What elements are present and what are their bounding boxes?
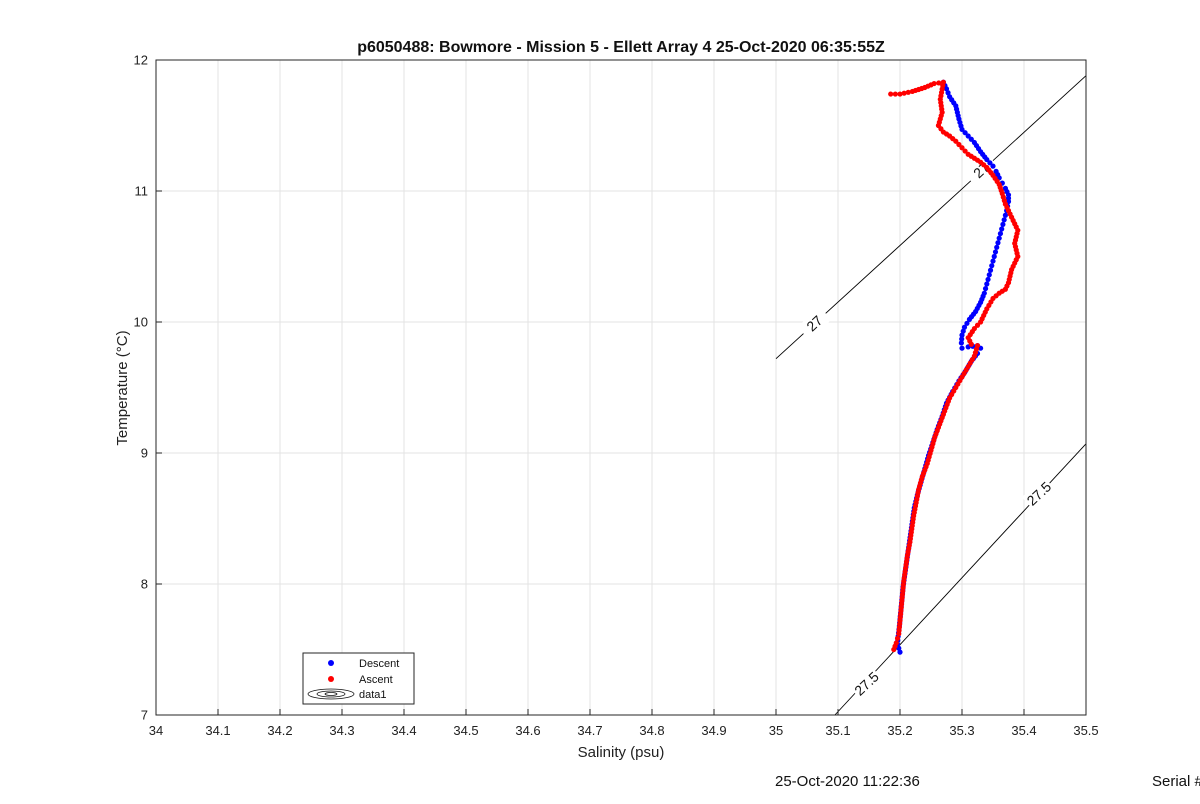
data-point	[978, 319, 984, 325]
data-point	[959, 336, 965, 342]
y-tick-label: 9	[141, 446, 148, 461]
data-point	[990, 163, 996, 169]
data-point	[968, 341, 974, 347]
data-point	[987, 267, 994, 273]
data-point	[995, 240, 1001, 246]
data-point	[892, 91, 898, 97]
footer-serial: Serial #	[1152, 773, 1200, 790]
legend-box	[302, 652, 415, 705]
data-point	[891, 646, 897, 653]
data-point	[974, 322, 981, 328]
legend-ascent-marker	[328, 676, 334, 682]
series-ascent	[888, 79, 1021, 653]
x-tick-label: 34.7	[577, 723, 602, 738]
contour-label-bg	[849, 666, 884, 701]
data-point	[894, 635, 901, 641]
data-point	[897, 649, 903, 655]
x-tick-label: 34.9	[701, 723, 726, 738]
data-point	[960, 328, 966, 334]
data-point	[966, 316, 973, 322]
legend-ascent-label: Ascent	[359, 674, 393, 686]
data-point	[962, 130, 968, 136]
x-tick-label: 34.5	[453, 723, 478, 738]
data-point	[989, 263, 995, 269]
data-point	[991, 253, 997, 260]
y-axis: 7 8 9 10 11 12	[134, 53, 162, 723]
data-point	[965, 133, 971, 139]
y-tick-label: 7	[141, 708, 148, 723]
data-point	[984, 281, 990, 287]
x-tick-label: 35.1	[825, 723, 850, 738]
y-axis-label: Temperature (°C)	[114, 330, 131, 445]
y-tick-label: 11	[135, 184, 149, 199]
x-tick-label: 35.2	[887, 723, 912, 738]
data-point	[956, 141, 962, 148]
x-axis: 34 34.1 34.2 34.3 34.4 34.5 34.6 34.7 34.8 34.9 35…	[149, 709, 1099, 738]
plot-area-border	[155, 59, 1087, 716]
data-point	[996, 235, 1002, 241]
data-point	[896, 631, 902, 637]
y-tick-label: 10	[134, 315, 148, 330]
x-tick-label: 35.4	[1011, 723, 1036, 738]
x-tick-label: 34.8	[639, 723, 664, 738]
data-point	[943, 86, 950, 92]
data-point	[953, 138, 959, 144]
data-point	[997, 230, 1004, 237]
data-point	[968, 136, 974, 142]
data-point	[1002, 212, 1009, 218]
legend-data1-label: data1	[359, 689, 387, 701]
x-tick-label: 35.5	[1073, 723, 1098, 738]
legend: Descent Ascent data1	[302, 652, 415, 705]
data-point	[990, 258, 996, 264]
x-tick-label: 35	[769, 723, 783, 738]
footer-timestamp: 25-Oct-2020 11:22:36	[775, 773, 920, 790]
y-tick-label: 12	[134, 53, 148, 68]
x-tick-label: 34.2	[267, 723, 292, 738]
data-point	[959, 145, 965, 151]
data-point	[982, 285, 989, 292]
data-point	[905, 89, 911, 95]
x-tick-label: 34.3	[329, 723, 354, 738]
data-point	[936, 80, 942, 86]
data-point	[999, 226, 1005, 232]
contour-label-bg	[797, 306, 832, 341]
x-tick-label: 35.3	[949, 723, 974, 738]
density-contour-27	[775, 75, 1087, 360]
data-point	[1000, 221, 1006, 228]
data-point	[958, 340, 964, 346]
data-point	[985, 276, 991, 283]
x-tick-label: 34.4	[391, 723, 416, 738]
data-point	[931, 80, 937, 87]
data-point	[986, 272, 992, 278]
data-point	[959, 332, 965, 338]
data-point	[987, 160, 993, 166]
data-point	[897, 91, 903, 97]
legend-contour-icon	[307, 688, 355, 700]
data-point	[959, 126, 965, 133]
data-point	[964, 320, 970, 326]
x-tick-label: 34	[149, 723, 163, 738]
legend-descent-label: Descent	[359, 658, 399, 670]
data-point	[961, 324, 968, 330]
data-series	[888, 79, 1021, 655]
data-point	[992, 249, 999, 255]
data-point	[1001, 217, 1007, 223]
x-axis-label: Salinity (psu)	[578, 744, 665, 761]
chart-title: p6050488: Bowmore - Mission 5 - Ellett A…	[357, 39, 885, 56]
contour-label-bg	[1021, 476, 1056, 511]
data-point	[994, 244, 1000, 250]
data-point	[888, 91, 894, 97]
data-point	[962, 148, 968, 154]
data-point	[959, 345, 965, 351]
y-tick-label: 8	[141, 577, 148, 592]
data-point	[945, 90, 951, 96]
data-point	[901, 90, 907, 96]
x-tick-label: 34.1	[205, 723, 230, 738]
data-point	[984, 156, 990, 163]
legend-descent-marker	[328, 660, 334, 666]
x-tick-label: 34.6	[515, 723, 540, 738]
